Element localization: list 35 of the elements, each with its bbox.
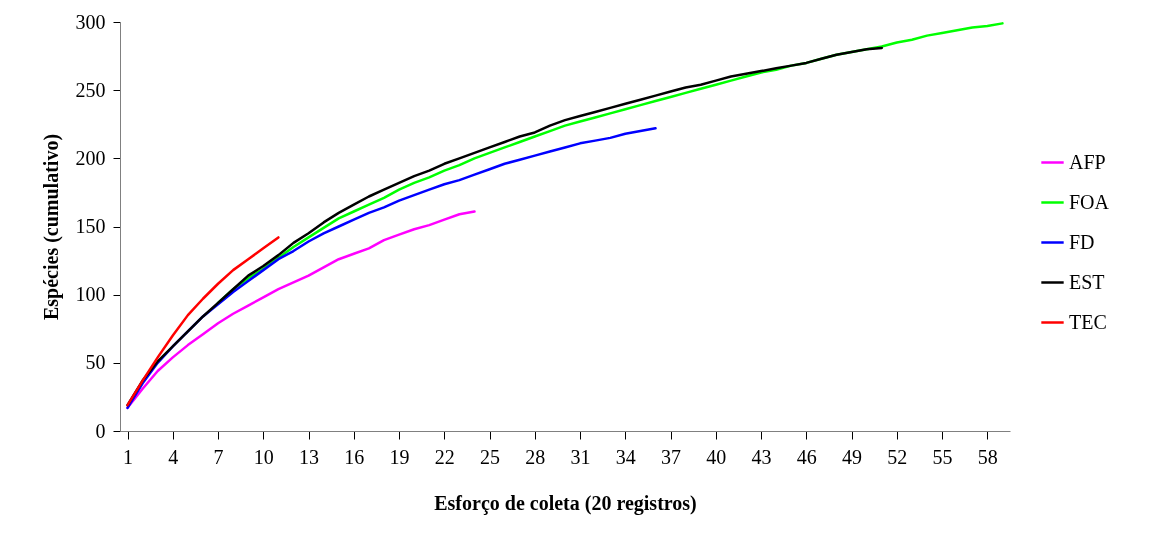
x-tick-label: 43 [751, 445, 772, 468]
x-tick-label: 10 [253, 445, 274, 468]
x-tick-label: 40 [706, 445, 727, 468]
y-axis-title: Espécies (cumulativo) [39, 133, 63, 321]
y-tick-label: 200 [75, 146, 106, 169]
x-tick-label: 28 [525, 445, 546, 468]
x-tick-label: 58 [977, 445, 998, 468]
x-tick-label: 31 [570, 445, 591, 468]
legend-label: FD [1069, 230, 1095, 253]
y-tick-label: 150 [75, 215, 106, 237]
x-tick-label: 13 [299, 445, 320, 468]
y-tick-label: 300 [75, 10, 106, 33]
x-tick-label: 16 [344, 445, 365, 468]
x-tick-label: 7 [213, 445, 224, 468]
y-tick-label: 250 [75, 78, 106, 101]
legend-label: TEC [1069, 310, 1107, 333]
x-tick-label: 49 [842, 445, 863, 468]
y-tick-label: 100 [75, 283, 106, 306]
y-tick-label: 0 [95, 419, 106, 442]
x-axis-title: Esforço de coleta (20 registros) [434, 491, 697, 515]
x-tick-label: 4 [168, 445, 179, 468]
x-tick-label: 1 [123, 445, 134, 468]
x-tick-label: 19 [389, 445, 410, 468]
x-tick-label: 22 [434, 445, 455, 468]
x-tick-label: 55 [932, 445, 953, 468]
x-tick-label: 34 [615, 445, 636, 468]
x-tick-label: 46 [796, 445, 817, 468]
x-tick-label: 52 [887, 445, 908, 468]
legend-label: AFP [1069, 150, 1106, 173]
y-tick-label: 50 [85, 351, 106, 374]
legend-label: FOA [1069, 190, 1110, 213]
legend-label: EST [1069, 270, 1105, 293]
x-tick-label: 25 [480, 445, 501, 468]
x-tick-label: 37 [661, 445, 682, 468]
line-series [126, 236, 280, 407]
